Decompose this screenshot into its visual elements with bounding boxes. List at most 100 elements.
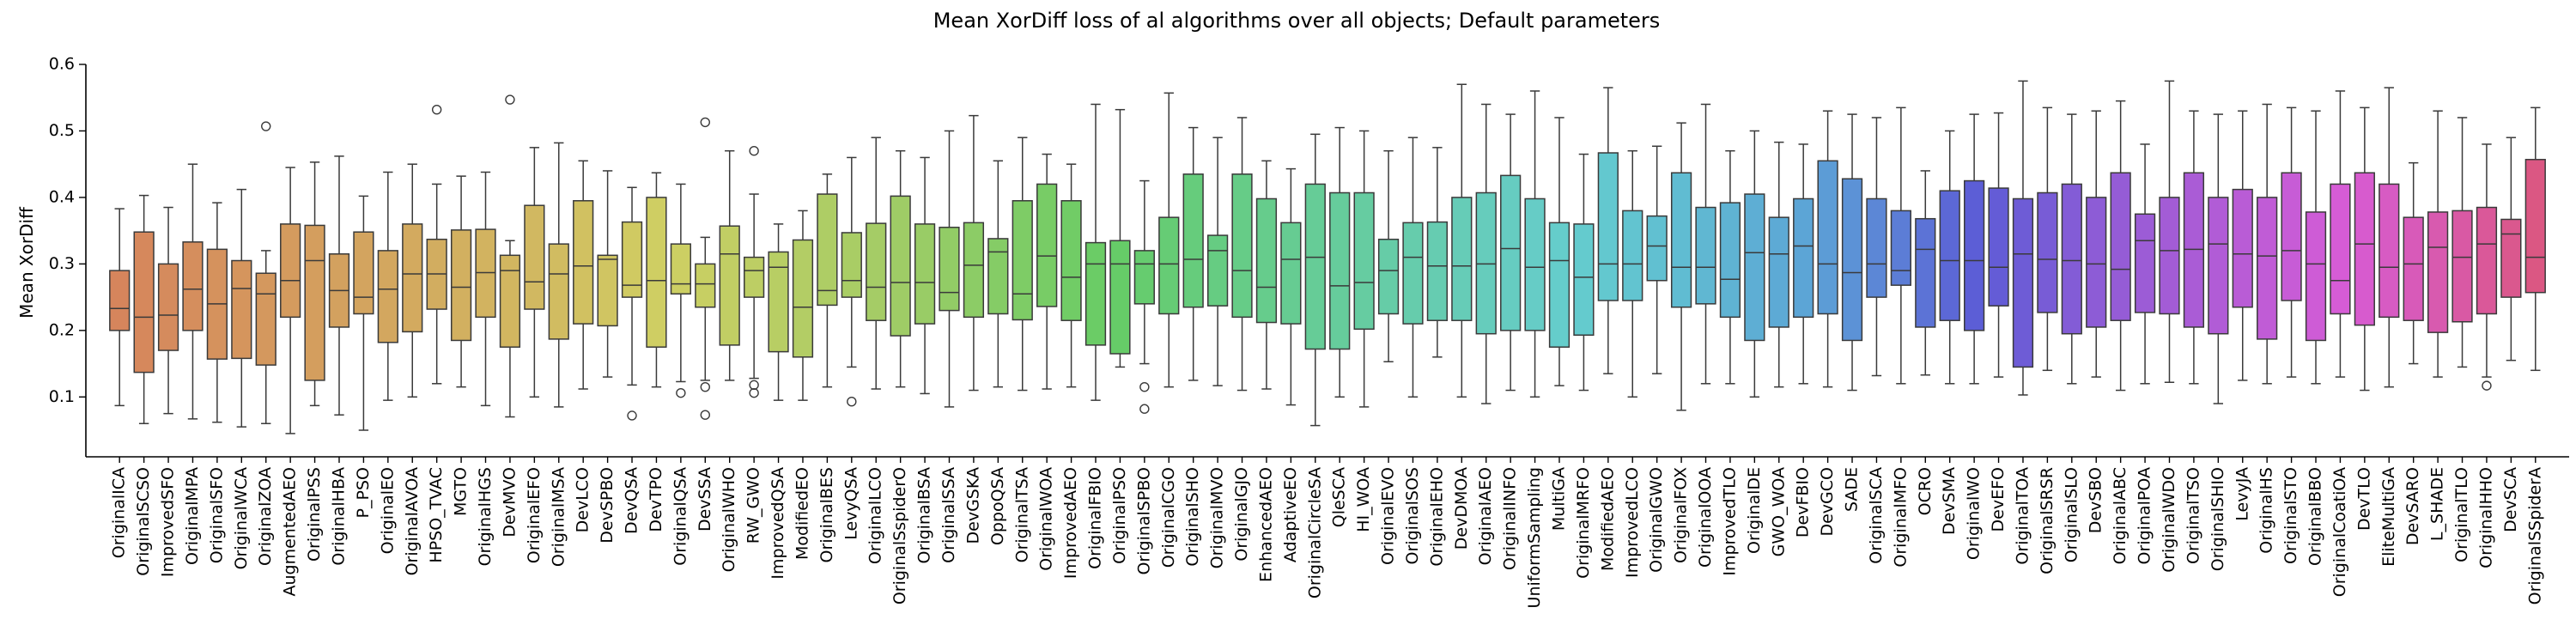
box-group — [1573, 153, 1595, 392]
box-group — [1158, 92, 1180, 388]
box-iqr — [2012, 197, 2034, 368]
outlier-point — [2482, 380, 2492, 391]
box-iqr — [866, 222, 887, 321]
x-tick-label: DevSPBO — [598, 467, 617, 544]
x-tick-label: GWO_WOA — [1769, 467, 1788, 556]
box-group — [866, 137, 887, 390]
box-iqr — [1084, 241, 1107, 346]
box-group — [133, 194, 155, 425]
box-group — [1475, 103, 1497, 404]
box-group — [939, 130, 960, 408]
box-iqr — [1206, 234, 1229, 307]
box-iqr — [2524, 159, 2546, 294]
x-tick-label: OriginalSSpiderA — [2525, 467, 2544, 605]
x-tick-label: RW_GWO — [744, 467, 763, 544]
box-group — [1646, 145, 1668, 374]
x-tick-label: OriginalSOS — [1403, 467, 1422, 564]
box-group — [2061, 113, 2082, 385]
box-group — [1719, 149, 1741, 385]
box-iqr — [499, 254, 521, 348]
box-group — [792, 210, 814, 401]
x-tick-label: DevSBO — [2087, 467, 2105, 533]
box-group — [2305, 110, 2327, 385]
x-tick-label: OriginalFBIO — [1086, 467, 1105, 569]
box-group — [1988, 112, 2009, 378]
x-tick-label: ModifiedAEO — [1598, 467, 1617, 571]
x-tick-label: OriginalTOA — [2013, 467, 2032, 565]
outlier-point — [627, 410, 637, 421]
x-tick-label: OriginalBSA — [915, 467, 934, 563]
box-group — [206, 202, 228, 423]
x-tick-label: MultiGA — [1549, 467, 1568, 531]
box-group — [1817, 110, 1838, 388]
x-tick-label: DevSCA — [2501, 467, 2520, 532]
box-iqr — [1524, 197, 1546, 331]
x-tick-label: OriginalHHO — [2476, 467, 2495, 568]
box-iqr — [1402, 222, 1424, 325]
x-tick-label: OriginalBBO — [2306, 467, 2325, 566]
box-iqr — [2183, 172, 2205, 328]
x-tick-label: OriginalICA — [110, 467, 129, 558]
box-group — [1524, 90, 1546, 398]
x-tick-label: OriginalPOA — [2136, 467, 2154, 564]
x-tick-label: OriginalEVO — [1379, 467, 1398, 565]
box-group — [670, 183, 691, 398]
x-tick-label: OriginalMFO — [1891, 467, 1910, 568]
box-iqr — [255, 272, 276, 366]
box-group — [1670, 122, 1692, 411]
box-group — [817, 173, 838, 388]
y-tick-label: 0.1 — [49, 387, 75, 406]
box-iqr — [2061, 183, 2082, 335]
box-group — [426, 104, 447, 385]
box-group — [402, 163, 423, 398]
box-group — [1012, 137, 1033, 392]
box-iqr — [182, 241, 204, 331]
box-iqr — [2403, 216, 2424, 321]
box-group — [1231, 117, 1253, 392]
x-tick-label: OriginalSRSR — [2038, 467, 2057, 574]
x-tick-label: LevyJA — [2233, 467, 2251, 521]
box-group — [1964, 113, 1985, 385]
box-iqr — [109, 270, 131, 331]
box-group — [231, 188, 252, 428]
box-group — [2500, 137, 2522, 361]
y-tick-label: 0.3 — [49, 254, 75, 273]
x-tick-label: OriginalWOA — [1037, 467, 1056, 571]
box-iqr — [1304, 183, 1326, 350]
box-iqr — [2281, 172, 2302, 301]
box-group — [914, 156, 936, 395]
y-tick-label: 0.5 — [49, 121, 75, 140]
x-tick-label: DevQSA — [623, 467, 641, 534]
outlier-point — [700, 381, 710, 392]
box-iqr — [1280, 222, 1302, 325]
x-tick-label: P_PSO — [354, 467, 373, 518]
box-group — [109, 208, 131, 407]
box-iqr — [1426, 221, 1449, 321]
box-iqr — [1182, 173, 1204, 308]
x-tick-label: OriginalWDO — [2160, 467, 2178, 573]
box-group — [2451, 117, 2473, 368]
outlier-point — [505, 94, 515, 105]
x-tick-label: OriginalWHO — [720, 467, 738, 572]
box-group — [2208, 113, 2229, 404]
box-group — [2110, 100, 2131, 392]
x-tick-label: OriginalHBA — [329, 467, 348, 566]
box-iqr — [1988, 187, 2009, 307]
box-group — [1255, 160, 1278, 390]
box-iqr — [133, 231, 155, 374]
box-group — [450, 175, 472, 388]
box-group — [475, 171, 496, 407]
box-iqr — [963, 222, 985, 319]
box-group — [2012, 80, 2034, 396]
outlier-point — [676, 387, 686, 398]
box-iqr — [792, 239, 814, 358]
x-tick-label: OriginalGWO — [1647, 467, 1666, 573]
box-group — [1793, 143, 1814, 385]
x-tick-label: DevTPO — [647, 467, 665, 532]
box-iqr — [987, 238, 1009, 315]
x-tick-label: DevDMOA — [1452, 467, 1471, 550]
box-iqr — [1036, 183, 1058, 307]
box-iqr — [1939, 190, 1960, 321]
box-iqr — [890, 195, 911, 337]
x-tick-label: DevSMA — [1940, 467, 1959, 535]
